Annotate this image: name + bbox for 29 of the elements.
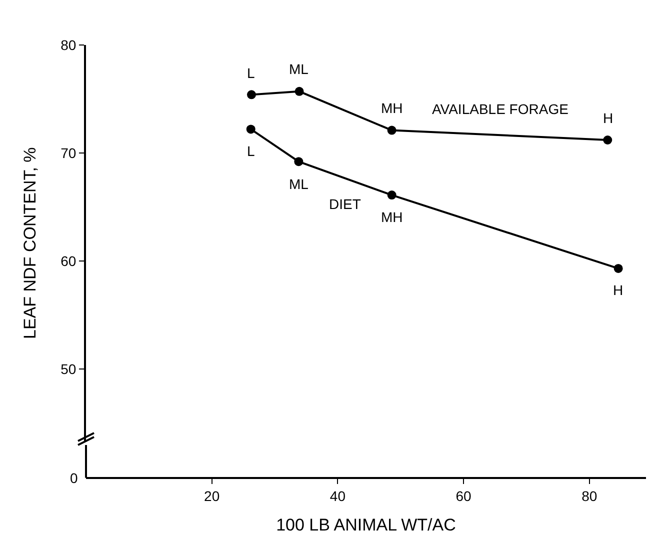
text: 0 <box>70 470 78 486</box>
annotation: H <box>603 110 614 126</box>
point <box>603 136 612 144</box>
x-tick-label: 80 <box>582 488 598 504</box>
point <box>294 86 304 96</box>
point <box>387 126 396 135</box>
point <box>246 90 256 100</box>
x-tick-label: 20 <box>204 488 220 504</box>
series-label: AVAILABLE FORAGE <box>432 101 568 117</box>
annotation: MH <box>381 100 403 116</box>
y-tick-label: 50 <box>60 360 76 377</box>
y-tick-label: 70 <box>60 144 76 161</box>
y-axis-title: LEAF NDF CONTENT, % <box>20 147 40 339</box>
point <box>294 157 304 166</box>
annotation: L <box>247 65 255 81</box>
annotation: H <box>613 282 624 298</box>
x-tick-label: 40 <box>330 488 346 504</box>
annotation: ML <box>289 61 309 77</box>
point <box>246 124 256 134</box>
y-tick-label: 80 <box>60 36 76 53</box>
annotation: ML <box>289 176 309 192</box>
y-tick-label: 60 <box>60 252 76 269</box>
annotation: L <box>247 143 255 159</box>
x-tick-label: 60 <box>456 488 472 504</box>
series-label: DIET <box>329 196 362 212</box>
point <box>387 190 396 200</box>
point <box>614 264 623 273</box>
annotation: MH <box>381 209 403 225</box>
x-axis-title: 100 LB ANIMAL WT/AC <box>276 516 456 535</box>
